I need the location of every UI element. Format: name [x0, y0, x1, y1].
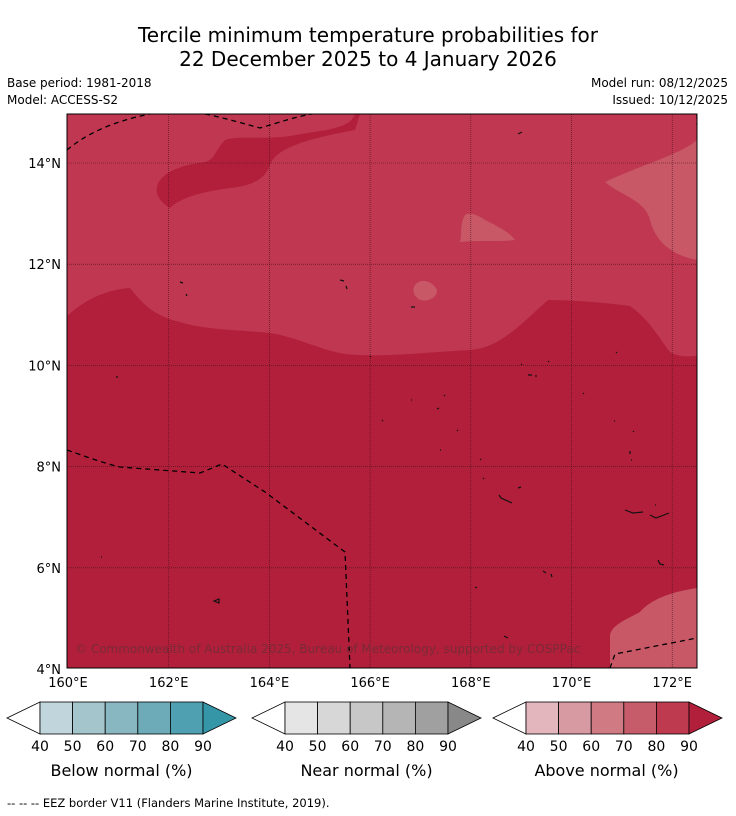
colorbar-tick-label: 90	[439, 739, 457, 755]
island	[520, 360, 550, 377]
colorbar-segment	[590, 701, 625, 735]
zone-60-70-east	[605, 140, 697, 260]
map-title-line1: Tercile minimum temperature probabilitie…	[137, 23, 599, 47]
colorbar-tick-label: 60	[96, 739, 114, 755]
lon-tick-label: 162°E	[149, 676, 189, 691]
colorbar-tick-label: 60	[582, 739, 600, 755]
lon-tick-label: 160°E	[48, 676, 88, 691]
island	[381, 351, 618, 451]
colorbar-segment	[414, 701, 449, 735]
lon-tick-label: 170°E	[552, 676, 592, 691]
island	[657, 559, 665, 566]
eez-border-n	[204, 114, 313, 129]
colorbar-segment	[137, 701, 171, 735]
eez-border-se	[609, 637, 697, 668]
eez-border-nw	[67, 114, 151, 151]
colorbar-segment	[525, 701, 559, 735]
colorbar-extend-low	[492, 701, 527, 735]
colorbar-segment	[104, 701, 139, 735]
colorbar-tick-label: 40	[517, 739, 535, 755]
island	[179, 281, 188, 297]
meta-right: Model run: 08/12/2025 Issued: 10/12/2025	[591, 75, 728, 109]
graticule	[67, 114, 697, 668]
colorbar-tick-label: 50	[64, 739, 82, 755]
map-frame	[66, 113, 698, 669]
colorbar-segment	[382, 701, 416, 735]
lon-tick-label: 166°E	[350, 676, 390, 691]
lat-tick-label: 6°N	[37, 562, 62, 577]
colorbar-label-below: Below normal (%)	[50, 761, 193, 780]
island	[101, 556, 509, 639]
colorbar-tick-label: 50	[550, 739, 568, 755]
colorbar-tick-label: 80	[161, 739, 179, 755]
colorbar-segment	[623, 701, 657, 735]
colorbar-tick-label: 80	[406, 739, 424, 755]
colorbar-tick-label: 40	[276, 739, 294, 755]
island	[517, 131, 523, 135]
colorbar-segment	[39, 701, 73, 735]
eez-borders	[67, 114, 697, 668]
island	[212, 570, 553, 604]
colorbar-below: 40 50 60 70 80 90	[6, 701, 237, 755]
colorbars: 40 50 60 70 80 90 40 50 60 70 80 90 40 50 60 70 80 90	[6, 701, 723, 755]
colorbar-extend-low	[251, 701, 286, 735]
colorbar-segment	[349, 701, 384, 735]
map-title-line2: 22 December 2025 to 4 January 2026	[179, 47, 557, 71]
model-name: Model: ACCESS-S2	[7, 93, 119, 107]
island	[614, 420, 635, 461]
meta-left: Base period: 1981-2018 Model: ACCESS-S2	[7, 75, 152, 109]
lon-tick-label: 168°E	[451, 676, 491, 691]
lat-tick-label: 10°N	[28, 359, 61, 374]
colorbar-tick-label: 40	[31, 739, 49, 755]
copyright-text: © Commonwealth of Australia 2025, Bureau…	[75, 642, 580, 656]
colorbar-tick-label: 90	[194, 739, 212, 755]
colorbar-segment	[284, 701, 318, 735]
colorbar-extend-low	[6, 701, 41, 735]
colorbar-above: 40 50 60 70 80 90	[492, 701, 723, 755]
lat-tick-label: 4°N	[37, 663, 62, 678]
lat-tick-label: 12°N	[28, 258, 61, 273]
colorbar-tick-label: 60	[341, 739, 359, 755]
island	[339, 279, 348, 290]
islands	[101, 131, 670, 639]
lat-tick-label: 8°N	[37, 461, 62, 476]
zone-60-70-patch	[413, 280, 437, 301]
colorbar-segment	[656, 701, 690, 735]
island	[116, 355, 372, 378]
zone-80-90-north	[67, 114, 360, 208]
map-fill	[67, 114, 697, 668]
colorbar-extend-high	[447, 701, 482, 735]
colorbar-tick-label: 70	[615, 739, 633, 755]
colorbar-tick-label: 50	[309, 739, 327, 755]
colorbar-tick-label: 80	[647, 739, 665, 755]
colorbar-segment	[72, 701, 106, 735]
lat-tick-label: 14°N	[28, 157, 61, 172]
colorbar-label-near: Near normal (%)	[300, 761, 433, 780]
island	[479, 458, 522, 504]
colorbar-tick-label: 70	[374, 739, 392, 755]
colorbar-extend-high	[688, 701, 723, 735]
colorbar-near: 40 50 60 70 80 90	[251, 701, 482, 755]
colorbar-tick-label: 70	[129, 739, 147, 755]
lon-tick-label: 164°E	[250, 676, 290, 691]
model-run: Model run: 08/12/2025	[590, 76, 728, 90]
colorbar-segment	[558, 701, 592, 735]
eez-legend-note: -- -- -- EEZ border V11 (Flanders Marine…	[7, 796, 330, 810]
island	[624, 504, 670, 519]
zone-60-70-southeast	[610, 588, 697, 668]
zone-80-90-south	[67, 288, 697, 668]
zone-60-70-central	[460, 213, 515, 242]
colorbar-segment	[317, 701, 351, 735]
colorbar-extend-high	[202, 701, 237, 735]
eez-border-marshall-west	[67, 449, 351, 668]
colorbar-tick-label: 90	[680, 739, 698, 755]
colorbar-segment	[169, 701, 204, 735]
colorbar-label-above: Above normal (%)	[534, 761, 679, 780]
base-period: Base period: 1981-2018	[7, 76, 152, 90]
axis-labels: 160°E 162°E 164°E 166°E 168°E 170°E 172°E 14°N 1…	[28, 157, 692, 691]
lon-tick-label: 172°E	[652, 676, 692, 691]
issued-date: Issued: 10/12/2025	[612, 93, 728, 107]
